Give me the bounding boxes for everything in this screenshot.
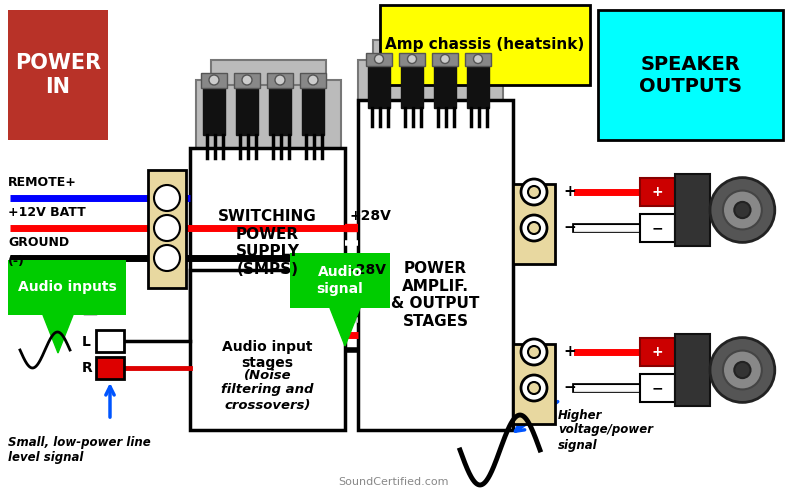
Text: L: L xyxy=(82,335,91,349)
Text: +: + xyxy=(651,185,663,199)
Bar xyxy=(366,53,392,66)
Text: Audio
signal: Audio signal xyxy=(317,266,363,296)
Bar xyxy=(399,53,425,66)
Bar xyxy=(302,80,324,135)
Text: −: − xyxy=(651,381,663,395)
Circle shape xyxy=(521,215,547,241)
Bar xyxy=(290,253,390,308)
Bar xyxy=(373,40,488,65)
Bar xyxy=(358,60,503,105)
Bar xyxy=(211,60,326,85)
Polygon shape xyxy=(330,308,360,346)
Bar xyxy=(640,178,675,206)
Text: POWER
IN: POWER IN xyxy=(15,54,101,96)
Bar xyxy=(513,344,555,424)
Bar xyxy=(598,10,783,140)
Circle shape xyxy=(407,54,417,64)
Text: +: + xyxy=(563,344,576,360)
Circle shape xyxy=(154,185,180,211)
Circle shape xyxy=(275,75,285,85)
Bar xyxy=(380,5,590,85)
Bar xyxy=(432,53,458,66)
Circle shape xyxy=(528,382,540,394)
Bar xyxy=(8,10,108,140)
Text: +: + xyxy=(651,345,663,359)
Bar xyxy=(513,184,555,264)
Bar xyxy=(640,338,675,366)
Text: POWER
AMPLIF.
& OUTPUT
STAGES: POWER AMPLIF. & OUTPUT STAGES xyxy=(392,262,480,328)
Circle shape xyxy=(521,179,547,205)
Text: −: − xyxy=(563,220,576,236)
Bar xyxy=(368,60,390,108)
Bar xyxy=(203,80,225,135)
Bar xyxy=(96,330,124,352)
Text: (-): (-) xyxy=(8,256,25,268)
Text: Audio input
stages: Audio input stages xyxy=(222,340,313,370)
Circle shape xyxy=(440,54,449,64)
Bar xyxy=(675,174,710,246)
Bar xyxy=(8,260,126,315)
Text: +28V: +28V xyxy=(350,209,392,223)
Text: SWITCHING
POWER
SUPPLY
(SMPS): SWITCHING POWER SUPPLY (SMPS) xyxy=(218,210,317,276)
Circle shape xyxy=(528,222,540,234)
Text: Small, low-power line
level signal: Small, low-power line level signal xyxy=(8,436,151,464)
Circle shape xyxy=(242,75,252,85)
Circle shape xyxy=(528,186,540,198)
Circle shape xyxy=(528,346,540,358)
Bar xyxy=(190,270,345,430)
Circle shape xyxy=(710,178,775,242)
Bar xyxy=(267,73,293,88)
Bar xyxy=(148,170,186,288)
Bar xyxy=(201,73,227,88)
Text: SoundCertified.com: SoundCertified.com xyxy=(339,477,449,487)
Text: R: R xyxy=(82,361,93,375)
Circle shape xyxy=(734,362,750,378)
Text: (Noise
filtering and
crossovers): (Noise filtering and crossovers) xyxy=(221,368,314,412)
Circle shape xyxy=(308,75,318,85)
Text: SPEAKER
OUTPUTS: SPEAKER OUTPUTS xyxy=(639,54,742,96)
Bar xyxy=(190,148,345,338)
Circle shape xyxy=(154,245,180,271)
Circle shape xyxy=(723,190,762,230)
Bar xyxy=(640,214,675,242)
Circle shape xyxy=(734,202,750,218)
Polygon shape xyxy=(43,315,73,353)
Circle shape xyxy=(521,339,547,365)
Circle shape xyxy=(723,350,762,390)
Text: Higher
voltage/power
signal: Higher voltage/power signal xyxy=(558,408,653,452)
Text: −: − xyxy=(563,380,576,396)
Text: +: + xyxy=(563,184,576,200)
Bar xyxy=(358,100,513,430)
Bar xyxy=(401,60,423,108)
Circle shape xyxy=(154,215,180,241)
Bar xyxy=(236,80,258,135)
Bar xyxy=(300,73,326,88)
Text: REMOTE+: REMOTE+ xyxy=(8,176,77,190)
Bar xyxy=(434,60,456,108)
Bar xyxy=(96,357,124,379)
Text: GROUND: GROUND xyxy=(8,236,69,250)
Circle shape xyxy=(209,75,219,85)
Text: −: − xyxy=(651,221,663,235)
Text: Amp chassis (heatsink): Amp chassis (heatsink) xyxy=(385,38,585,52)
Bar xyxy=(465,53,491,66)
Bar xyxy=(234,73,260,88)
Bar xyxy=(269,80,291,135)
Text: Audio inputs: Audio inputs xyxy=(17,280,117,294)
Circle shape xyxy=(474,54,482,64)
Circle shape xyxy=(374,54,384,64)
Circle shape xyxy=(710,338,775,402)
Text: -28V: -28V xyxy=(350,263,386,277)
Circle shape xyxy=(521,375,547,401)
Bar xyxy=(196,80,341,150)
Bar xyxy=(640,374,675,402)
Bar xyxy=(675,334,710,406)
Bar xyxy=(467,60,489,108)
Text: +12V BATT: +12V BATT xyxy=(8,206,86,220)
